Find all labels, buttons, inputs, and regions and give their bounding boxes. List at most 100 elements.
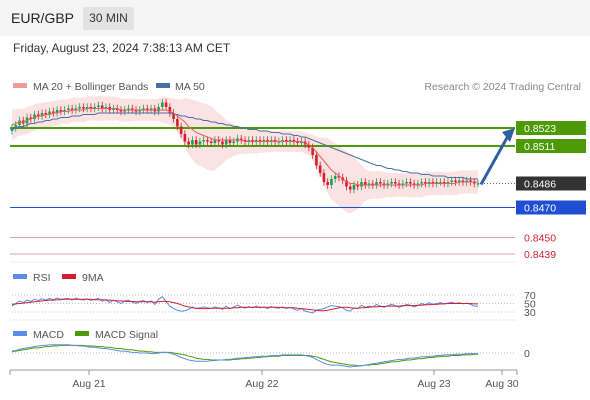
candle-body: [375, 182, 378, 185]
bollinger-band: [12, 95, 478, 214]
ma50-legend-swatch: [156, 83, 170, 88]
candle-body: [104, 107, 108, 109]
candle-body: [435, 182, 438, 184]
macd-signal-line: [11, 344, 478, 367]
candle-body: [318, 165, 322, 173]
candle-body: [232, 141, 236, 143]
timeframe-button[interactable]: 30 MIN: [83, 7, 134, 30]
x-tick-label: Aug 30: [485, 378, 518, 390]
candle-body: [412, 183, 416, 185]
candle-body: [37, 114, 40, 116]
candle-body: [405, 182, 408, 184]
candle-body: [239, 138, 243, 140]
candle-body: [397, 183, 401, 185]
candle-body: [172, 113, 175, 119]
candle-body: [307, 144, 311, 148]
candle-body: [330, 179, 333, 185]
rsi-tick-label: 30: [524, 307, 536, 319]
candle-body: [333, 176, 337, 179]
candle-body: [454, 180, 457, 182]
candle-body: [457, 180, 461, 182]
rsi-ma-line: [11, 298, 478, 312]
candle-body: [78, 107, 81, 109]
rsi-tick-label: 70: [524, 290, 536, 302]
ma20-legend-label: MA 20 + Bollinger Bands: [33, 81, 148, 93]
candle-body: [179, 126, 183, 134]
candle-body: [420, 182, 423, 184]
candle-body: [476, 183, 480, 185]
candle-body: [409, 182, 412, 184]
candle-body: [326, 182, 329, 185]
rsi-line: [11, 296, 478, 314]
candle-body: [29, 117, 33, 119]
ma20-legend-swatch: [13, 83, 27, 88]
candle-body: [194, 140, 198, 145]
candle-body: [130, 108, 134, 110]
candle-body: [243, 140, 247, 142]
rsi-ma-legend-label: 9MA: [82, 272, 104, 284]
candle-body: [337, 176, 341, 178]
candle-body: [142, 108, 145, 110]
candle-body: [74, 108, 78, 110]
rsi-legend-label: RSI: [33, 272, 51, 284]
x-tick-label: Aug 23: [417, 378, 450, 390]
candle-body: [89, 107, 93, 109]
candle-body: [224, 140, 228, 145]
candle-body: [371, 183, 375, 185]
candle-body: [187, 141, 190, 145]
candle-body: [123, 110, 127, 112]
x-tick-label: Aug 22: [245, 378, 278, 390]
candle-body: [382, 183, 386, 185]
candle-body: [206, 140, 209, 142]
candle-body: [311, 147, 314, 155]
candle-body: [97, 105, 100, 107]
rsi-legend-swatch: [13, 274, 27, 279]
level-label-3: 0.8470: [524, 203, 556, 215]
candle-body: [112, 108, 115, 110]
candle-body: [378, 182, 382, 184]
candle-body: [183, 134, 187, 142]
candle-body: [134, 110, 138, 112]
candle-body: [446, 182, 450, 184]
candle-body: [251, 140, 254, 142]
macd-line: [11, 344, 478, 368]
level-tag-2: [516, 176, 586, 191]
candle-body: [442, 182, 446, 184]
candle-body: [213, 140, 217, 143]
ma20-line: [11, 108, 478, 186]
candle-body: [221, 141, 224, 145]
candle-body: [270, 140, 273, 142]
candle-body: [40, 113, 44, 116]
candle-body: [461, 180, 465, 182]
candle-body: [198, 141, 202, 145]
candle-body: [469, 180, 472, 182]
candle-body: [115, 108, 119, 110]
ma50-line: [11, 112, 478, 180]
candle-body: [93, 107, 96, 109]
candle-body: [390, 182, 393, 184]
candle-body: [247, 140, 251, 142]
candle-body: [315, 155, 318, 166]
candle-body: [70, 108, 74, 110]
candle-body: [145, 108, 149, 110]
candle-body: [363, 182, 367, 185]
rsi-ma-legend-swatch: [62, 274, 76, 279]
level-label-1: 0.8511: [524, 141, 555, 153]
candle-body: [168, 107, 172, 113]
symbol-title: EUR/GBP: [11, 10, 75, 26]
candle-body: [191, 140, 194, 145]
candle-body: [345, 180, 348, 187]
candle-body: [138, 110, 142, 112]
candle-body: [119, 110, 123, 112]
candle-body: [258, 140, 262, 142]
macd-legend-label: MACD: [33, 329, 64, 341]
macd-signal-legend-swatch: [75, 331, 89, 336]
candle-body: [427, 182, 431, 184]
candle-body: [322, 173, 326, 182]
forecast-arrow-head: [502, 128, 515, 142]
candle-body: [202, 140, 205, 142]
candle-body: [348, 186, 352, 190]
candle-body: [472, 182, 476, 184]
level-label-0: 0.8523: [524, 123, 556, 135]
